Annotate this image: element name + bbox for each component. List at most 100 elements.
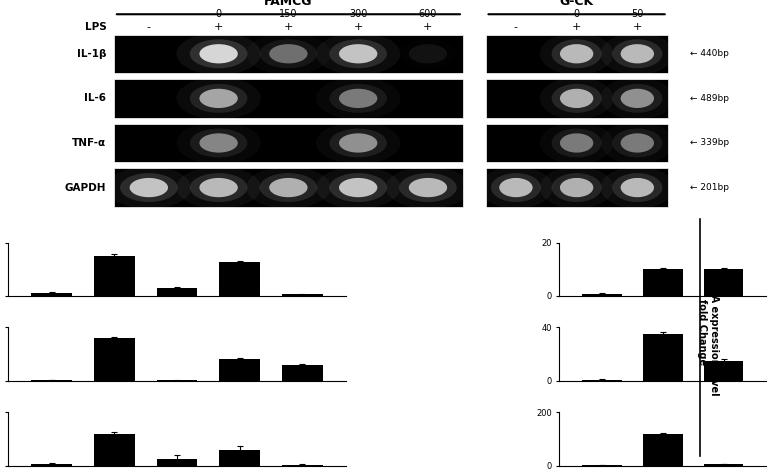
Text: +: + xyxy=(214,22,223,32)
Ellipse shape xyxy=(339,44,378,63)
Ellipse shape xyxy=(552,39,601,68)
Ellipse shape xyxy=(409,178,447,197)
Text: IL-6: IL-6 xyxy=(84,94,106,104)
Bar xyxy=(485,168,668,207)
Ellipse shape xyxy=(190,84,248,113)
Text: 50: 50 xyxy=(631,10,643,19)
Ellipse shape xyxy=(621,178,654,197)
Ellipse shape xyxy=(409,44,447,63)
Ellipse shape xyxy=(621,133,654,152)
Bar xyxy=(114,35,463,73)
Ellipse shape xyxy=(552,84,601,113)
Ellipse shape xyxy=(316,166,400,209)
Ellipse shape xyxy=(107,166,191,209)
Ellipse shape xyxy=(200,89,238,108)
Bar xyxy=(31,464,72,466)
Ellipse shape xyxy=(612,173,663,202)
Ellipse shape xyxy=(339,89,378,108)
Text: ← 489bp: ← 489bp xyxy=(690,94,729,103)
Ellipse shape xyxy=(176,33,261,75)
Bar xyxy=(31,293,72,295)
Text: FAMCG: FAMCG xyxy=(264,0,313,8)
Ellipse shape xyxy=(491,173,541,202)
Ellipse shape xyxy=(621,44,654,63)
Ellipse shape xyxy=(339,133,378,152)
Text: ← 339bp: ← 339bp xyxy=(690,139,730,147)
Ellipse shape xyxy=(200,133,238,152)
Bar xyxy=(282,294,323,295)
Ellipse shape xyxy=(259,173,317,202)
Bar xyxy=(94,338,135,380)
Bar xyxy=(582,294,622,295)
Bar xyxy=(219,449,260,466)
Ellipse shape xyxy=(120,173,177,202)
Ellipse shape xyxy=(190,173,248,202)
Ellipse shape xyxy=(129,178,168,197)
Ellipse shape xyxy=(190,39,248,68)
Ellipse shape xyxy=(339,178,378,197)
Ellipse shape xyxy=(621,89,654,108)
Bar xyxy=(114,79,463,118)
Bar xyxy=(94,434,135,466)
Ellipse shape xyxy=(190,129,248,157)
Bar xyxy=(156,459,197,466)
Bar xyxy=(704,269,744,295)
Text: -: - xyxy=(514,22,518,32)
Text: 600: 600 xyxy=(419,10,437,19)
Ellipse shape xyxy=(330,129,387,157)
Ellipse shape xyxy=(612,84,663,113)
Ellipse shape xyxy=(552,173,601,202)
Text: ← 201bp: ← 201bp xyxy=(690,183,729,192)
Bar xyxy=(94,256,135,295)
Ellipse shape xyxy=(560,178,594,197)
Bar xyxy=(156,288,197,295)
Ellipse shape xyxy=(399,173,457,202)
Text: 300: 300 xyxy=(349,10,368,19)
Bar xyxy=(114,168,463,207)
Text: mRNA expression level
fold Change: mRNA expression level fold Change xyxy=(697,269,719,396)
Ellipse shape xyxy=(330,39,387,68)
Text: +: + xyxy=(632,22,642,32)
Bar xyxy=(704,361,744,380)
Ellipse shape xyxy=(330,173,387,202)
Ellipse shape xyxy=(316,33,400,75)
Text: IL-1β: IL-1β xyxy=(77,49,106,59)
Ellipse shape xyxy=(552,129,601,157)
Text: 0: 0 xyxy=(215,10,221,19)
Bar xyxy=(282,465,323,466)
Ellipse shape xyxy=(200,178,238,197)
Bar xyxy=(485,79,668,118)
Text: LPS: LPS xyxy=(84,22,106,32)
Ellipse shape xyxy=(560,89,594,108)
Ellipse shape xyxy=(330,84,387,113)
Bar xyxy=(704,464,744,466)
Bar xyxy=(643,269,683,295)
Text: +: + xyxy=(354,22,363,32)
Text: 0: 0 xyxy=(574,10,580,19)
Text: GAPDH: GAPDH xyxy=(65,182,106,192)
Ellipse shape xyxy=(612,129,663,157)
Ellipse shape xyxy=(200,44,238,63)
Ellipse shape xyxy=(499,178,533,197)
Ellipse shape xyxy=(612,39,663,68)
Ellipse shape xyxy=(269,178,307,197)
Text: ← 440bp: ← 440bp xyxy=(690,49,729,58)
Ellipse shape xyxy=(269,44,307,63)
Bar xyxy=(643,334,683,380)
Ellipse shape xyxy=(259,39,317,68)
Text: +: + xyxy=(284,22,293,32)
Ellipse shape xyxy=(560,44,594,63)
Bar xyxy=(485,124,668,162)
Bar xyxy=(114,124,463,162)
Text: -: - xyxy=(147,22,151,32)
Text: TNF-α: TNF-α xyxy=(72,138,106,148)
Text: +: + xyxy=(423,22,433,32)
Bar xyxy=(643,434,683,466)
Bar xyxy=(485,35,668,73)
Bar xyxy=(219,262,260,295)
Text: G-CK: G-CK xyxy=(560,0,594,8)
Text: 150: 150 xyxy=(279,10,298,19)
Bar xyxy=(219,359,260,380)
Text: +: + xyxy=(572,22,581,32)
Ellipse shape xyxy=(560,133,594,152)
